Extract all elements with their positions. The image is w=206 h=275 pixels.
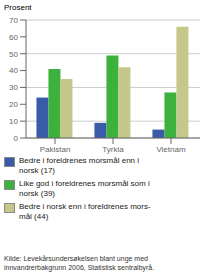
html-text:Like god i foreldrenes morsmål: Like god i foreldrenes morsmål som i nor… [19, 179, 150, 198]
svg-text:0: 0 [14, 134, 19, 143]
svg-text:40: 40 [9, 66, 18, 75]
svg-text:Vietnam: Vietnam [156, 145, 186, 154]
svg-text:20: 20 [9, 100, 18, 109]
html-text:Prosent: Prosent [4, 3, 32, 12]
svg-text:30: 30 [9, 83, 18, 92]
svg-text:10: 10 [9, 117, 18, 126]
svg-text:Tyrkia: Tyrkia [102, 145, 124, 154]
html-text:Bedre i foreldrenes morsmål en: Bedre i foreldrenes morsmål enn i norsk … [19, 156, 140, 175]
svg-text:70: 70 [9, 16, 18, 25]
svg-text:Pakistan: Pakistan [40, 145, 71, 154]
html-text:Bedre i norsk enn i foreldrene: Bedre i norsk enn i foreldrenes mors- må… [19, 202, 151, 221]
html-text:Kilde: Levekårsundersøkelsen b: Kilde: Levekårsundersøkelsen blant unge … [4, 255, 155, 271]
svg-text:60: 60 [9, 33, 18, 42]
svg-text:50: 50 [9, 50, 18, 59]
